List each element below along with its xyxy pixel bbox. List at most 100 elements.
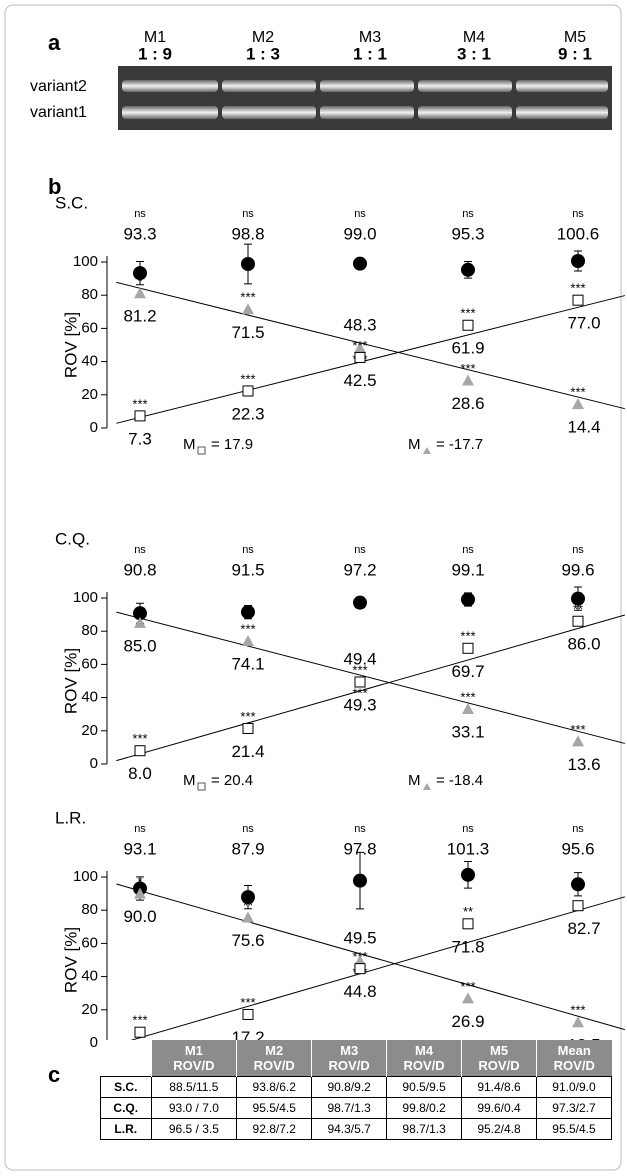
fit-label: M: [408, 436, 421, 453]
y-tick-label: 40: [81, 689, 98, 706]
point: [355, 964, 365, 974]
value-label: 101.3: [447, 839, 490, 858]
significance: ***: [352, 685, 367, 700]
cell: 96.5 / 3.5: [151, 1119, 237, 1140]
significance: ns: [354, 208, 366, 220]
y-tick-label: 100: [73, 253, 98, 270]
point: [463, 320, 473, 330]
point: [572, 398, 584, 409]
y-tick-label: 60: [81, 934, 98, 951]
point: [461, 263, 475, 277]
y-tick-label: 20: [81, 1001, 98, 1018]
fit-line: [116, 897, 625, 1045]
point: [243, 1009, 253, 1019]
value-label: 100.6: [557, 224, 600, 243]
fit-value: = 20.4: [211, 772, 253, 789]
point: [462, 992, 474, 1003]
significance: ns: [242, 544, 254, 556]
cell: 94.3/5.7: [312, 1119, 387, 1140]
fit-label: M: [408, 772, 421, 789]
significance: ***: [240, 621, 255, 636]
point: [572, 735, 584, 746]
header-line: M4: [389, 1043, 459, 1058]
fit-label: M: [183, 436, 196, 453]
value-label: 14.4: [567, 418, 600, 437]
point: [135, 746, 145, 756]
header-line: ROV/D: [464, 1058, 534, 1073]
value-label: 93.3: [123, 224, 156, 243]
significance: ***: [352, 338, 367, 353]
cell: 92.8/7.2: [237, 1119, 312, 1140]
y-tick-label: 100: [73, 868, 98, 885]
corner: [101, 1040, 152, 1077]
value-label: 13.6: [567, 755, 600, 774]
column-header: M5ROV/D: [462, 1040, 537, 1077]
panel-label: c: [48, 1062, 60, 1088]
point: [462, 703, 474, 714]
mix-ratio: 9 : 1: [558, 44, 592, 63]
value-label: 26.9: [451, 1012, 484, 1031]
value-label: 86.0: [567, 635, 600, 654]
value-label: 69.7: [451, 662, 484, 681]
significance: ***: [352, 949, 367, 964]
page: { "panel_a": {"label": "a", "mixes": [{"…: [0, 0, 627, 1176]
gel: [118, 66, 612, 130]
point: [241, 257, 255, 271]
mix-ratio: 1 : 1: [353, 44, 387, 63]
point: [135, 1027, 145, 1037]
fit-line: [116, 884, 625, 1030]
y-tick-label: 100: [73, 589, 98, 606]
chart-title: L.R.: [55, 808, 86, 827]
significance: **: [463, 904, 473, 919]
value-label: 97.2: [343, 560, 376, 579]
point: [571, 877, 585, 891]
fit-value: = -17.7: [436, 436, 483, 453]
cell: 93.8/6.2: [237, 1077, 312, 1098]
y-tick-label: 60: [81, 655, 98, 672]
value-label: 98.8: [231, 224, 264, 243]
fit-symbol: [198, 447, 205, 454]
significance: ns: [134, 544, 146, 556]
value-label: 99.0: [343, 224, 376, 243]
point: [355, 352, 365, 362]
fit-symbol: [198, 783, 205, 790]
header-line: ROV/D: [154, 1058, 235, 1073]
significance: ns: [462, 208, 474, 220]
value-label: 81.2: [123, 307, 156, 326]
value-label: 85.0: [123, 636, 156, 655]
y-tick-label: 60: [81, 319, 98, 336]
mix-ratio: 1 : 9: [138, 44, 172, 63]
y-tick-label: 80: [81, 622, 98, 639]
significance: ***: [460, 629, 475, 644]
lane-label: variant2: [30, 78, 87, 95]
cell: 93.0 / 7.0: [151, 1098, 237, 1119]
value-label: 21.4: [231, 742, 264, 761]
significance: ***: [460, 306, 475, 321]
significance: ns: [462, 544, 474, 556]
cell: 91.0/9.0: [536, 1077, 611, 1098]
significance: ***: [460, 689, 475, 704]
value-label: 75.6: [231, 931, 264, 950]
value-label: 48.3: [343, 315, 376, 334]
significance: ns: [462, 823, 474, 835]
significance: **: [243, 898, 253, 913]
value-label: 49.5: [343, 928, 376, 947]
cell: 99.8/0.2: [387, 1098, 462, 1119]
point: [353, 874, 367, 888]
significance: ***: [460, 979, 475, 994]
significance: ns: [572, 823, 584, 835]
cell: 90.8/9.2: [312, 1077, 387, 1098]
lane-label: variant1: [30, 104, 87, 121]
cell: 98.7/1.3: [312, 1098, 387, 1119]
header-line: M2: [239, 1043, 309, 1058]
significance: ***: [240, 995, 255, 1010]
point: [242, 303, 254, 314]
y-tick-label: 20: [81, 722, 98, 739]
column-header: M4ROV/D: [387, 1040, 462, 1077]
cell: 98.7/1.3: [387, 1119, 462, 1140]
significance: **: [135, 603, 145, 618]
significance: ***: [240, 290, 255, 305]
